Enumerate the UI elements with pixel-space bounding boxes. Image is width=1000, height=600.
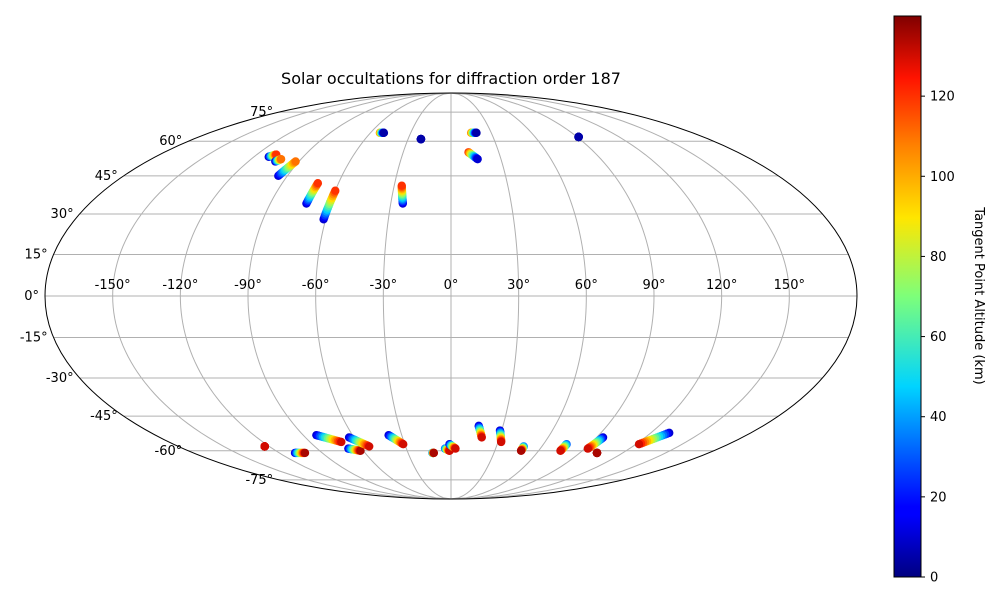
occultation-track bbox=[319, 186, 340, 224]
occultation-points bbox=[260, 128, 674, 458]
occultation-point bbox=[313, 179, 323, 188]
colorbar-tick-label: 80 bbox=[930, 250, 947, 265]
longitude-tick-label: -90° bbox=[234, 278, 262, 293]
latitude-tick-labels: -75° -60° -45° -30° -15° 0° 15° 30° 45° 60° 75° bbox=[20, 105, 273, 488]
latitude-tick-label: 75° bbox=[250, 105, 273, 120]
colorbar-gradient bbox=[893, 15, 922, 578]
occultation-track bbox=[556, 440, 571, 455]
occultation-point bbox=[556, 446, 565, 455]
occultation-track bbox=[416, 134, 426, 144]
occultation-track bbox=[445, 440, 460, 453]
map-boundary bbox=[44, 92, 858, 500]
occultation-track bbox=[464, 148, 482, 164]
longitude-tick-label: -30° bbox=[369, 278, 397, 293]
occultation-track bbox=[428, 448, 439, 458]
occultation-track bbox=[495, 426, 506, 447]
colorbar-tick-label: 100 bbox=[930, 170, 955, 185]
occultation-point bbox=[397, 181, 406, 190]
occultation-track bbox=[274, 157, 300, 181]
occultation-point bbox=[331, 186, 340, 195]
occultation-track bbox=[312, 430, 346, 447]
occultation-point bbox=[574, 132, 583, 142]
longitude-tick-label: 120° bbox=[706, 278, 737, 293]
colorbar-tick-label: 120 bbox=[930, 90, 955, 105]
longitude-tick-label: -150° bbox=[95, 278, 131, 293]
colorbar-label: Tangent Point Altitude (km) bbox=[971, 206, 986, 384]
longitude-tick-label: 30° bbox=[507, 278, 530, 293]
longitude-tick-label: 150° bbox=[774, 278, 805, 293]
occultation-point bbox=[276, 154, 286, 164]
occultation-point bbox=[477, 433, 486, 442]
colorbar-tick-label: 20 bbox=[930, 490, 947, 505]
occultation-track bbox=[260, 442, 269, 451]
occultation-point bbox=[356, 446, 365, 455]
occultation-point bbox=[416, 134, 426, 144]
latitude-tick-label: 0° bbox=[24, 289, 39, 304]
longitude-tick-label: -60° bbox=[302, 278, 330, 293]
chart-title: Solar occultations for diffraction order… bbox=[281, 69, 621, 88]
occultation-track bbox=[592, 448, 602, 458]
colorbar-ticks: 0 20 40 60 80 100 120 bbox=[921, 90, 955, 586]
occultation-point bbox=[472, 128, 481, 138]
occultation-point bbox=[496, 437, 506, 447]
graticule bbox=[45, 93, 857, 499]
occultation-point bbox=[592, 448, 602, 458]
colorbar-tick-label: 40 bbox=[930, 410, 947, 425]
occultation-track bbox=[302, 179, 323, 208]
longitude-tick-labels: -150° -120° -90° -60° -30° 0° 30° 60° 90° 120° 150… bbox=[95, 278, 805, 293]
occultation-track bbox=[574, 132, 583, 142]
occultation-track bbox=[384, 430, 408, 449]
occultation-track bbox=[344, 444, 365, 455]
occultation-track bbox=[375, 128, 389, 138]
occultation-track bbox=[271, 154, 286, 166]
colorbar-tick-label: 0 bbox=[930, 571, 938, 586]
latitude-tick-label: 60° bbox=[159, 134, 182, 149]
occultation-track bbox=[583, 433, 608, 453]
occultation-track bbox=[516, 442, 528, 455]
latitude-tick-label: -45° bbox=[90, 409, 118, 424]
latitude-tick-label: 30° bbox=[51, 207, 74, 222]
latitude-tick-label: -15° bbox=[20, 331, 48, 346]
occultation-track bbox=[466, 128, 481, 138]
occultation-point bbox=[337, 437, 346, 447]
colorbar-tick-label: 60 bbox=[930, 330, 947, 345]
occultation-track bbox=[397, 181, 408, 208]
latitude-tick-label: -30° bbox=[46, 371, 74, 386]
occultation-point bbox=[634, 440, 644, 449]
occultation-track bbox=[344, 433, 374, 451]
occultation-track bbox=[634, 428, 674, 449]
occultation-point bbox=[516, 446, 526, 455]
occultation-point bbox=[473, 154, 482, 164]
occultation-point bbox=[291, 157, 300, 166]
occultation-point bbox=[365, 442, 374, 451]
colorbar: 0 20 40 60 80 100 120 Tangent Point Altitude (… bbox=[893, 15, 986, 586]
longitude-tick-label: 60° bbox=[575, 278, 598, 293]
occultation-point bbox=[300, 448, 310, 458]
latitude-tick-label: -60° bbox=[155, 444, 183, 459]
longitude-tick-label: 90° bbox=[642, 278, 665, 293]
occultation-point bbox=[399, 440, 408, 449]
occultation-point bbox=[379, 128, 389, 138]
longitude-tick-label: 0° bbox=[444, 278, 459, 293]
occultation-track bbox=[290, 448, 310, 458]
occultation-point bbox=[451, 444, 460, 453]
latitude-tick-label: 15° bbox=[25, 247, 48, 262]
occultation-point bbox=[260, 442, 269, 451]
occultation-track bbox=[474, 421, 486, 442]
longitude-tick-label: -120° bbox=[162, 278, 198, 293]
occultation-point bbox=[583, 444, 593, 453]
occultation-point bbox=[429, 448, 439, 458]
latitude-tick-label: -75° bbox=[245, 473, 273, 488]
latitude-tick-label: 45° bbox=[95, 169, 118, 184]
